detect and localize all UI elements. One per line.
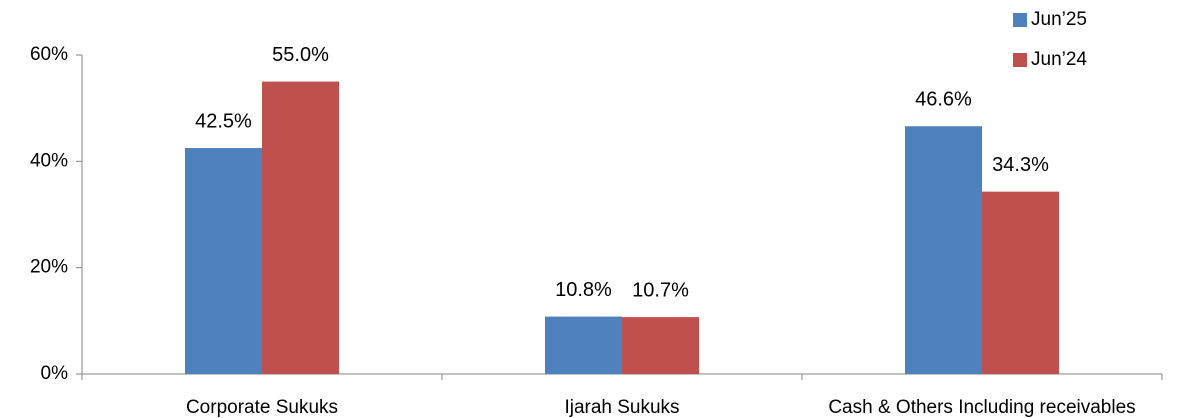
legend-swatch bbox=[1013, 53, 1027, 67]
x-tick-label: Cash & Others Including receivables bbox=[828, 397, 1135, 418]
value-label: 46.6% bbox=[915, 89, 972, 111]
legend-label: Jun’25 bbox=[1031, 9, 1087, 30]
y-tick-label: 40% bbox=[30, 150, 68, 171]
bar bbox=[184, 148, 262, 374]
value-label: 55.0% bbox=[272, 44, 329, 66]
y-tick-label: 20% bbox=[30, 257, 68, 278]
bar bbox=[622, 317, 700, 374]
bar bbox=[544, 316, 622, 374]
x-tick-label: Corporate Sukuks bbox=[186, 397, 338, 418]
value-label: 10.8% bbox=[555, 279, 612, 301]
legend-swatch bbox=[1013, 13, 1027, 27]
legend-label: Jun’24 bbox=[1031, 49, 1087, 70]
bar bbox=[982, 191, 1060, 374]
bar bbox=[904, 126, 982, 374]
value-label: 34.3% bbox=[992, 154, 1049, 176]
y-tick-label: 0% bbox=[41, 363, 69, 384]
value-label: 42.5% bbox=[195, 110, 252, 132]
y-tick-label: 60% bbox=[30, 44, 68, 65]
value-label: 10.7% bbox=[632, 279, 689, 301]
bar bbox=[262, 81, 340, 374]
x-tick-label: Ijarah Sukuks bbox=[564, 397, 679, 418]
